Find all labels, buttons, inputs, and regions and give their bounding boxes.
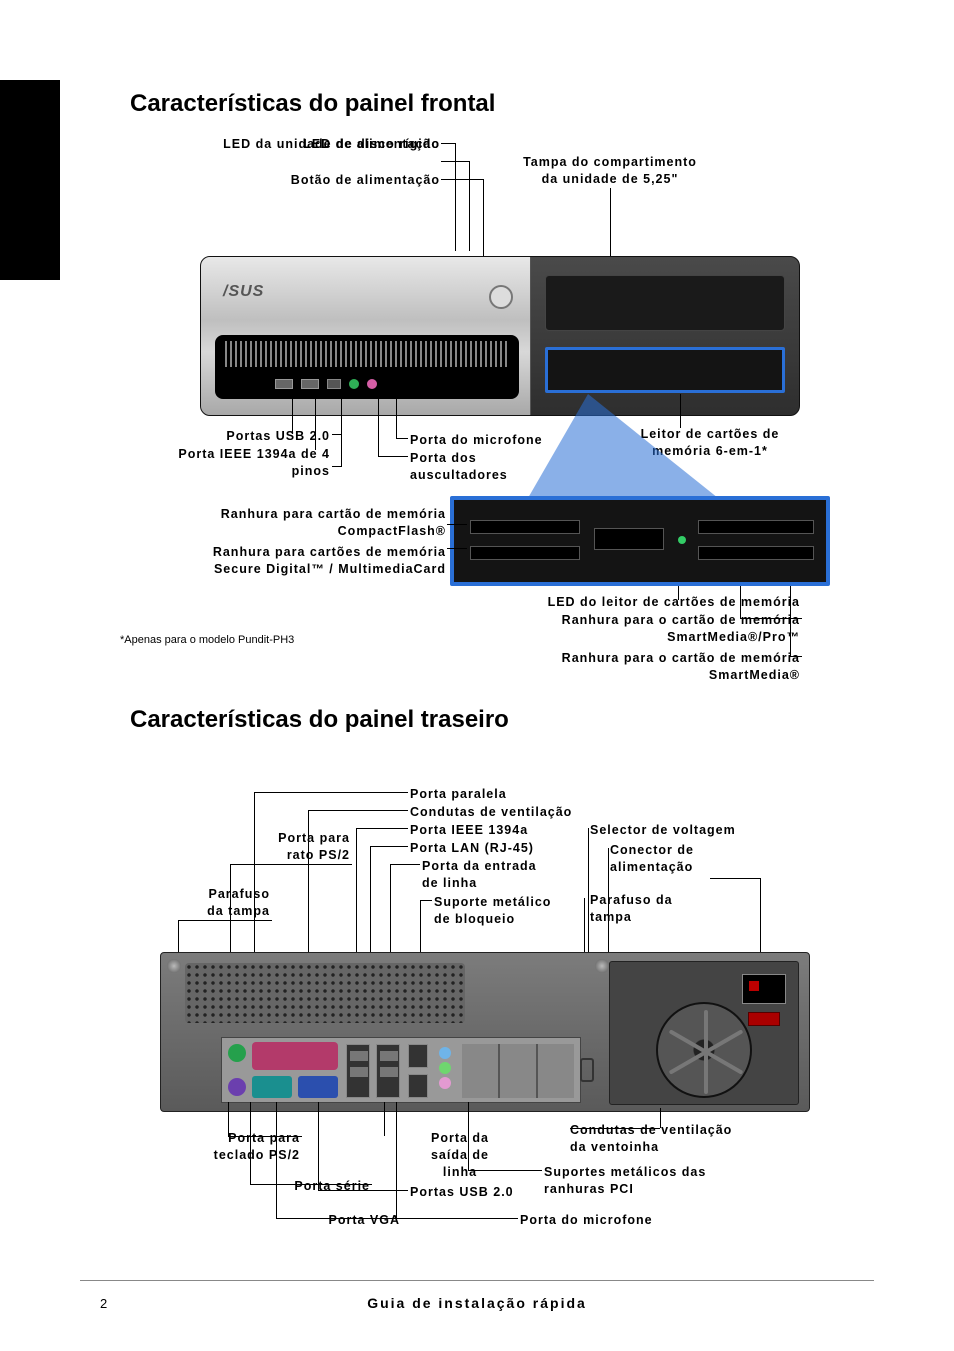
- sm-slot-graphic: [698, 546, 814, 560]
- screw-icon: [595, 959, 609, 973]
- serial-port-icon: [252, 1076, 292, 1098]
- side-tab: [0, 80, 60, 280]
- ps2-mouse-port-icon: [228, 1044, 246, 1062]
- usb-port-icon: [301, 379, 319, 389]
- asus-logo: /SUS: [223, 283, 264, 301]
- power-connector-label: Conector de alimentação: [610, 842, 694, 876]
- cf-slot-graphic: [470, 520, 580, 534]
- pci-brackets-label: Suportes metálicos das ranhuras PCI: [544, 1164, 706, 1198]
- model-footnote: *Apenas para o modelo Pundit-PH3: [120, 634, 294, 646]
- pci-brackets-icon: [462, 1044, 574, 1098]
- usb-port-icon: [275, 379, 293, 389]
- page-content: Características do painel frontal LED da…: [100, 80, 880, 1282]
- front-port-row: [275, 375, 495, 393]
- lock-bracket-icon: [580, 1058, 594, 1082]
- sm-slot-label: Ranhura para o cartão de memória SmartMe…: [400, 650, 800, 684]
- line-in-jack-icon: [439, 1047, 451, 1059]
- headphone-jack-icon: [349, 379, 359, 389]
- rear-chassis: [160, 952, 810, 1112]
- mic-jack-icon: [439, 1077, 451, 1089]
- power-button-graphic: [489, 285, 513, 309]
- ps2-mouse-label: Porta para rato PS/2: [120, 830, 350, 864]
- voltage-selector-icon: [748, 1012, 780, 1026]
- screw-icon: [167, 959, 181, 973]
- line-in-label: Porta da entrada de linha: [422, 858, 537, 892]
- card-reader-led-graphic: [678, 536, 686, 544]
- parallel-port-label: Porta paralela: [410, 786, 507, 803]
- serial-port-label: Porta série: [180, 1178, 370, 1195]
- cf-slot-label: Ranhura para cartão de memória CompactFl…: [90, 506, 446, 540]
- rear-panel-diagram: Porta paralela Condutas de ventilação Po…: [100, 752, 880, 1282]
- fan-icon: [656, 1002, 752, 1098]
- mic-port-rear-label: Porta do microfone: [520, 1212, 653, 1229]
- vents-label: Condutas de ventilação: [410, 804, 572, 821]
- center-slot-graphic: [594, 528, 664, 550]
- power-led-label: LED de alimentação: [90, 136, 440, 153]
- usb-stack-icon: [346, 1044, 370, 1098]
- vga-port-label: Porta VGA: [210, 1212, 400, 1229]
- sd-mmc-slot-label: Ranhura para cartões de memória Secure D…: [90, 544, 446, 578]
- footer-title: Guia de instalação rápida: [0, 1295, 954, 1311]
- usb-stack-icon: [376, 1044, 400, 1098]
- usb-ports-rear-label: Portas USB 2.0: [410, 1184, 514, 1201]
- headphone-port-label: Porta dos auscultadores: [410, 450, 508, 484]
- power-button-label: Botão de alimentação: [90, 172, 440, 189]
- lan-port-icon: [408, 1074, 428, 1098]
- line-out-label: Porta da saída de linha: [400, 1130, 520, 1181]
- footer-rule: [80, 1280, 874, 1281]
- vga-port-icon: [298, 1076, 338, 1098]
- power-connector-icon: [742, 974, 786, 1004]
- mic-jack-icon: [367, 379, 377, 389]
- zoom-triangle: [528, 394, 718, 498]
- ieee1394-label: Porta IEEE 1394a: [410, 822, 528, 839]
- front-silver-panel: /SUS: [201, 257, 531, 415]
- front-panel-diagram: LED da unidade de disco rígido LED de al…: [100, 136, 880, 696]
- line-out-jack-icon: [439, 1062, 451, 1074]
- sm-pro-slot-graphic: [698, 520, 814, 534]
- voltage-selector-label: Selector de voltagem: [590, 822, 736, 839]
- ps2-keyboard-port-icon: [228, 1078, 246, 1096]
- card-reader: [545, 347, 785, 393]
- parallel-port-icon: [252, 1042, 338, 1070]
- drive-bay-door: [545, 275, 785, 331]
- firewire-port-icon: [408, 1044, 428, 1068]
- section-2-title: Características do painel traseiro: [130, 706, 880, 734]
- cover-screw-left-label: Parafuso da tampa: [100, 886, 270, 920]
- front-chassis: /SUS: [200, 256, 800, 416]
- firewire-port-icon: [327, 379, 341, 389]
- drive-bay-cover-label: Tampa do compartimento da unidade de 5,2…: [480, 154, 740, 188]
- lock-bracket-label: Suporte metálico de bloqueio: [434, 894, 551, 928]
- card-reader-zoom: [450, 496, 830, 586]
- usb-ports-label: Portas USB 2.0: [70, 428, 330, 445]
- mic-port-label: Porta do microfone: [410, 432, 543, 449]
- section-1-title: Características do painel frontal: [130, 90, 880, 118]
- front-vent-strip: [215, 335, 519, 399]
- audio-jacks: [436, 1044, 454, 1098]
- psu-panel: [609, 961, 799, 1105]
- lan-label: Porta LAN (RJ-45): [410, 840, 534, 857]
- io-plate: [221, 1037, 581, 1103]
- cover-screw-right-label: Parafuso da tampa: [590, 892, 673, 926]
- sd-mmc-slot-graphic: [470, 546, 580, 560]
- rear-perforation: [185, 963, 465, 1023]
- ieee1394-4pin-label: Porta IEEE 1394a de 4 pinos: [70, 446, 330, 480]
